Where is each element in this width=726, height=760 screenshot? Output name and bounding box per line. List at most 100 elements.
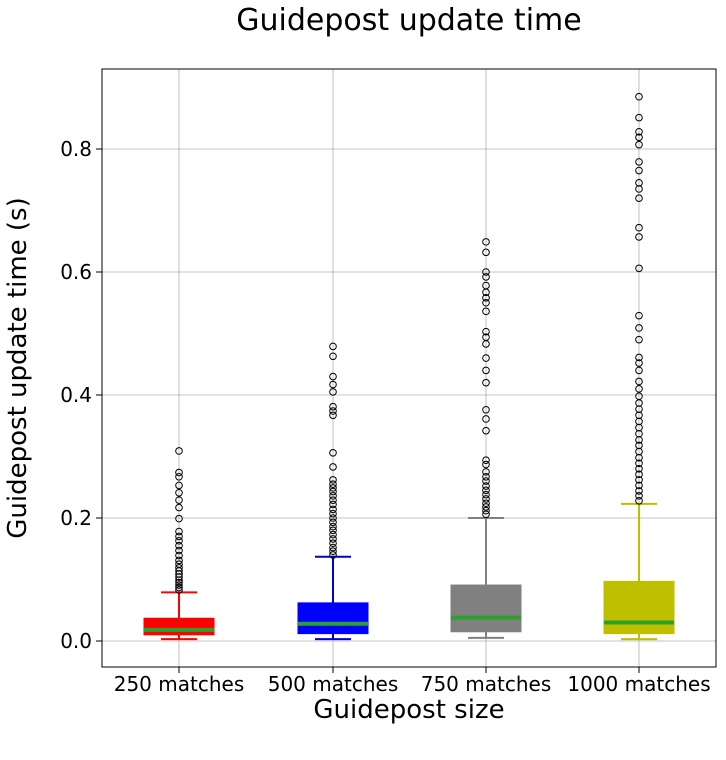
outlier-point — [175, 472, 183, 481]
outlier-point — [329, 480, 337, 488]
outlier-point — [482, 366, 490, 375]
box-4 — [603, 502, 675, 641]
outlier-point — [175, 536, 183, 545]
box-3 — [450, 517, 522, 639]
outlier-point — [635, 496, 643, 505]
outlier-point — [635, 487, 643, 495]
outlier-point — [175, 481, 183, 490]
outlier-point — [482, 468, 490, 476]
outlier-point — [329, 380, 337, 389]
outlier-point — [329, 547, 337, 556]
outlier-point — [329, 342, 337, 351]
outliers — [175, 92, 643, 594]
outlier-point — [482, 378, 490, 387]
outlier-point — [482, 273, 490, 281]
y-tick-label: 0.0 — [60, 629, 92, 653]
outlier-point — [329, 372, 337, 381]
outlier-point — [329, 411, 337, 420]
outlier-point — [329, 476, 337, 484]
grid — [102, 69, 716, 667]
y-tick-label: 0.4 — [60, 383, 92, 407]
outlier-point — [635, 377, 643, 386]
outlier-point — [329, 551, 337, 559]
outlier-point — [635, 359, 643, 367]
outlier-point — [329, 407, 337, 415]
outlier-point — [635, 233, 643, 241]
outlier-point — [635, 470, 643, 479]
outlier-point — [482, 294, 490, 302]
outlier-point — [175, 496, 183, 504]
outlier-point — [482, 506, 490, 515]
plot-area-frame — [101, 68, 717, 668]
outlier-point — [635, 194, 643, 202]
outlier-point — [635, 476, 643, 484]
outlier-point — [635, 158, 643, 166]
outlier-point — [482, 472, 490, 481]
outlier-point — [175, 447, 183, 455]
outlier-point — [635, 324, 643, 332]
outlier-point — [635, 481, 643, 490]
outlier-point — [175, 503, 183, 512]
x-tick-label: 500 matches — [268, 672, 399, 696]
outlier-point — [482, 460, 490, 469]
outlier-point — [175, 578, 183, 587]
outlier-point — [329, 505, 337, 514]
outlier-point — [482, 490, 490, 499]
outlier-point — [175, 576, 183, 584]
outlier-point — [175, 541, 183, 550]
outlier-point — [635, 92, 643, 101]
outlier-point — [329, 535, 337, 543]
outlier-point — [635, 436, 643, 444]
outlier-point — [482, 354, 490, 362]
box-1 — [143, 591, 215, 641]
outlier-point — [329, 518, 337, 527]
outlier-point — [635, 366, 643, 375]
y-tick-label: 0.6 — [60, 260, 92, 284]
outlier-point — [635, 385, 643, 393]
y-tick-label: 0.2 — [60, 506, 92, 530]
outlier-point — [482, 405, 490, 414]
outlier-point — [329, 352, 337, 361]
outlier-point — [329, 514, 337, 522]
outlier-point — [482, 426, 490, 435]
outlier-point — [329, 402, 337, 411]
outlier-point — [329, 526, 337, 535]
outlier-point — [482, 477, 490, 485]
y-axis-label: Guidepost update time (s) — [3, 197, 33, 538]
outlier-point — [329, 543, 337, 552]
outlier-point — [635, 459, 643, 468]
iqr-box — [143, 617, 215, 636]
outlier-point — [329, 449, 337, 457]
outlier-point — [482, 456, 490, 464]
outlier-point — [329, 388, 337, 396]
outlier-point — [635, 140, 643, 149]
outlier-point — [329, 463, 337, 471]
outlier-point — [482, 486, 490, 495]
outlier-point — [329, 509, 337, 518]
iqr-box — [297, 602, 369, 635]
outlier-point — [635, 492, 643, 500]
outlier-point — [635, 353, 643, 362]
outlier-point — [635, 133, 643, 142]
y-tick-label: 0.8 — [60, 137, 92, 161]
outlier-point — [175, 583, 183, 592]
outlier-point — [329, 500, 337, 509]
outlier-point — [329, 484, 337, 492]
outlier-point — [175, 573, 183, 581]
outlier-point — [482, 327, 490, 336]
outlier-point — [482, 482, 490, 490]
outlier-point — [482, 268, 490, 276]
outlier-point — [175, 468, 183, 477]
x-tick-label: 250 matches — [114, 672, 245, 696]
outlier-point — [175, 546, 183, 555]
outlier-point — [329, 530, 337, 539]
x-tick-label: 750 matches — [421, 672, 552, 696]
outlier-point — [329, 487, 337, 496]
outlier-point — [635, 113, 643, 122]
outlier-point — [482, 288, 490, 297]
outlier-point — [175, 514, 183, 523]
outlier-point — [175, 532, 183, 541]
outlier-point — [175, 527, 183, 536]
